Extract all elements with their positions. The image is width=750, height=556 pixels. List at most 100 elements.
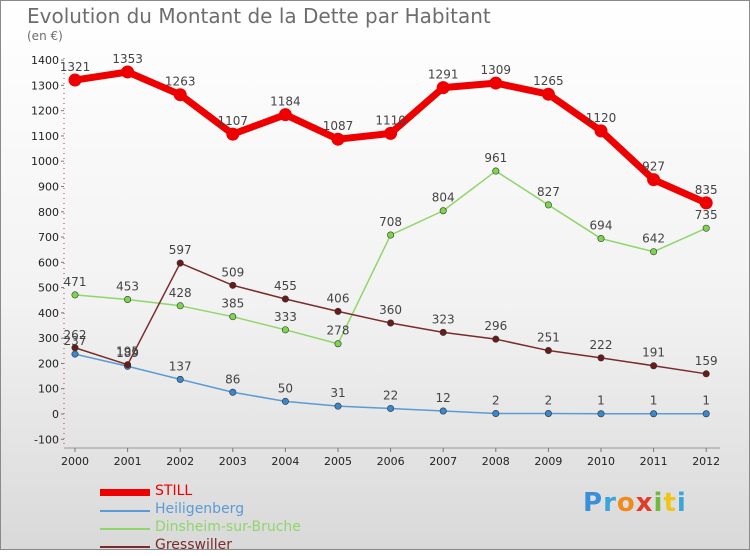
data-point-gresswiller xyxy=(124,361,132,369)
data-label-gresswiller: 195 xyxy=(116,345,139,359)
data-point-dinsheim xyxy=(387,231,395,239)
data-label-dinsheim: 278 xyxy=(327,324,350,338)
data-point-gresswiller xyxy=(229,281,237,289)
data-point-dinsheim xyxy=(124,295,132,303)
data-label-gresswiller: 323 xyxy=(432,312,455,326)
logo-letter: r xyxy=(603,488,617,518)
data-label-heiligenberg: 22 xyxy=(383,388,398,402)
data-label-heiligenberg: 2 xyxy=(492,393,500,407)
data-label-heiligenberg: 50 xyxy=(278,381,293,395)
y-tick-label: 600 xyxy=(38,256,59,269)
data-label-still: 1110 xyxy=(375,113,406,127)
data-point-dinsheim xyxy=(439,207,447,215)
y-tick-label: 100 xyxy=(38,383,59,396)
data-label-dinsheim: 385 xyxy=(221,297,244,311)
legend-label-still: STILL xyxy=(155,483,193,499)
data-point-still xyxy=(436,81,450,95)
legend-swatch-heiligenberg xyxy=(100,510,150,512)
data-point-gresswiller xyxy=(544,347,552,355)
data-label-heiligenberg: 137 xyxy=(169,359,192,373)
chart-title: Evolution du Montant de la Dette par Hab… xyxy=(27,4,491,28)
data-label-dinsheim: 333 xyxy=(274,310,297,324)
legend-swatch-still xyxy=(100,489,150,496)
data-label-gresswiller: 262 xyxy=(64,328,87,342)
data-point-dinsheim xyxy=(281,326,289,334)
data-label-still: 1265 xyxy=(533,74,564,88)
logo-letter: i xyxy=(653,488,664,518)
data-point-still xyxy=(226,127,240,141)
data-label-heiligenberg: 189 xyxy=(116,346,139,360)
y-tick-label: -100 xyxy=(34,433,59,446)
data-point-still xyxy=(173,88,187,102)
data-point-still xyxy=(594,124,608,138)
data-point-dinsheim xyxy=(544,201,552,209)
data-label-still: 1120 xyxy=(586,111,617,125)
data-label-dinsheim: 453 xyxy=(116,279,139,293)
logo-letter: x xyxy=(635,488,654,518)
legend-swatch-dinsheim xyxy=(100,528,150,530)
logo-letter: P xyxy=(583,488,604,518)
logo-letter: i xyxy=(676,488,687,518)
y-tick-label: 900 xyxy=(38,180,59,193)
data-label-still: 835 xyxy=(695,183,718,197)
x-tick-label: 2007 xyxy=(429,455,457,468)
series-line-dinsheim xyxy=(74,170,707,345)
y-tick-label: 1300 xyxy=(31,79,59,92)
legend-swatch-gresswiller xyxy=(100,546,150,548)
data-point-heiligenberg xyxy=(702,410,710,418)
data-label-heiligenberg: 237 xyxy=(64,334,87,348)
data-point-gresswiller xyxy=(492,335,500,343)
data-point-still xyxy=(699,196,713,210)
y-tick-label: 300 xyxy=(38,332,59,345)
data-label-dinsheim: 471 xyxy=(64,275,87,289)
data-point-heiligenberg xyxy=(176,375,184,383)
legend-label-dinsheim: Dinsheim-sur-Bruche xyxy=(155,519,301,535)
y-tick-label: 800 xyxy=(38,206,59,219)
legend-label-gresswiller: Gresswiller xyxy=(155,537,232,553)
data-point-heiligenberg xyxy=(334,402,342,410)
series-line-gresswiller xyxy=(74,262,707,375)
data-point-still xyxy=(121,65,135,79)
data-label-heiligenberg: 1 xyxy=(650,394,658,408)
data-label-dinsheim: 694 xyxy=(590,219,613,233)
data-label-still: 1321 xyxy=(60,60,91,74)
x-tick-label: 2001 xyxy=(114,455,142,468)
x-tick-label: 2002 xyxy=(166,455,194,468)
x-tick-label: 2008 xyxy=(482,455,510,468)
data-point-dinsheim xyxy=(702,224,710,232)
data-label-still: 1107 xyxy=(218,114,249,128)
x-tick-label: 2003 xyxy=(219,455,247,468)
data-label-dinsheim: 642 xyxy=(642,232,665,246)
x-tick-label: 2009 xyxy=(534,455,562,468)
y-tick-label: 1400 xyxy=(31,54,59,67)
data-point-heiligenberg xyxy=(650,410,658,418)
data-label-gresswiller: 509 xyxy=(221,265,244,279)
data-point-dinsheim xyxy=(597,235,605,243)
y-tick-label: 0 xyxy=(52,408,59,421)
data-point-still xyxy=(331,132,345,146)
data-label-gresswiller: 251 xyxy=(537,331,560,345)
data-point-still xyxy=(647,173,661,187)
data-point-still xyxy=(541,87,555,101)
data-label-still: 1184 xyxy=(270,95,301,109)
data-label-gresswiller: 222 xyxy=(590,338,613,352)
data-label-heiligenberg: 1 xyxy=(702,394,710,408)
data-point-still xyxy=(489,76,503,90)
data-point-heiligenberg xyxy=(597,410,605,418)
proxiti-logo: Proxiti xyxy=(583,488,687,518)
y-tick-label: 1100 xyxy=(31,130,59,143)
data-label-still: 1087 xyxy=(323,119,354,133)
data-point-heiligenberg xyxy=(229,388,237,396)
data-label-dinsheim: 961 xyxy=(484,151,507,165)
data-label-dinsheim: 827 xyxy=(537,185,560,199)
data-point-still xyxy=(384,126,398,140)
data-label-heiligenberg: 12 xyxy=(436,391,451,405)
x-tick-label: 2006 xyxy=(377,455,405,468)
data-point-dinsheim xyxy=(71,291,79,299)
data-point-heiligenberg xyxy=(71,350,79,358)
data-label-dinsheim: 804 xyxy=(432,191,455,205)
data-label-gresswiller: 296 xyxy=(484,319,507,333)
data-label-gresswiller: 360 xyxy=(379,303,402,317)
data-point-gresswiller xyxy=(176,259,184,267)
